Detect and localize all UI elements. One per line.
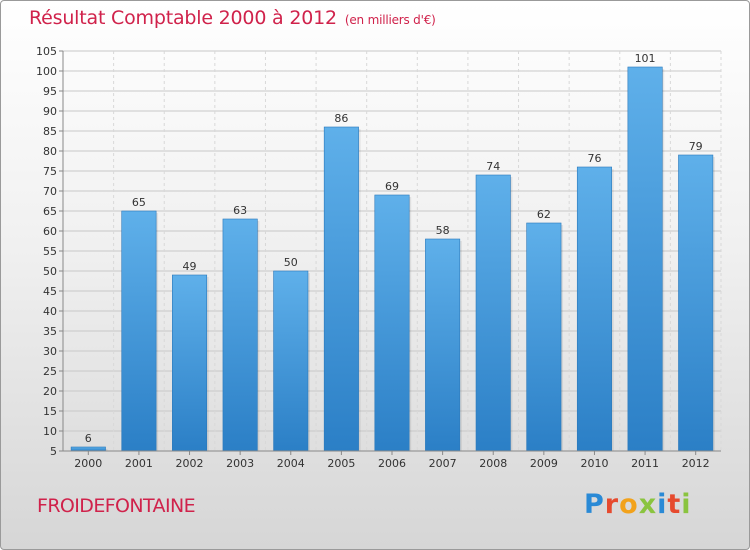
y-tick-label: 45 xyxy=(43,285,57,298)
bar-2009 xyxy=(526,222,562,452)
x-tick-label: 2009 xyxy=(530,457,558,470)
y-tick-label: 70 xyxy=(43,185,57,198)
chart-title-text: Résultat Comptable 2000 à 2012 xyxy=(29,7,337,29)
x-tick-label: 2001 xyxy=(125,457,153,470)
bar-2000 xyxy=(70,446,106,452)
bar-value-label: 74 xyxy=(486,160,500,173)
y-tick-label: 25 xyxy=(43,365,57,378)
y-tick-label: 75 xyxy=(43,165,57,178)
bar-2007 xyxy=(425,238,461,452)
x-tick-label: 2004 xyxy=(277,457,305,470)
bar-value-label: 86 xyxy=(334,112,348,125)
bar-value-label: 76 xyxy=(587,152,601,165)
bar-value-label: 65 xyxy=(132,196,146,209)
x-tick-label: 2012 xyxy=(682,457,710,470)
bar-2008 xyxy=(475,174,511,452)
bar-value-label: 101 xyxy=(635,52,656,65)
y-tick-label: 80 xyxy=(43,145,57,158)
y-tick-label: 90 xyxy=(43,105,57,118)
x-tick-label: 2006 xyxy=(378,457,406,470)
bar-2001 xyxy=(121,210,157,452)
bar-2002 xyxy=(172,274,208,452)
y-tick-label: 85 xyxy=(43,125,57,138)
y-tick-label: 60 xyxy=(43,225,57,238)
bar-2005 xyxy=(323,126,359,452)
y-tick-label: 105 xyxy=(36,45,57,58)
chart-subtitle: (en milliers d'€) xyxy=(344,13,436,27)
y-tick-label: 65 xyxy=(43,205,57,218)
commune-name: FROIDEFONTAINE xyxy=(37,495,196,517)
bar-2010 xyxy=(576,166,612,452)
y-tick-label: 100 xyxy=(36,65,57,78)
bar-value-label: 62 xyxy=(537,208,551,221)
x-tick-label: 2005 xyxy=(327,457,355,470)
bar-value-label: 69 xyxy=(385,180,399,193)
y-tick-label: 15 xyxy=(43,405,57,418)
bar-value-label: 6 xyxy=(85,432,92,445)
x-tick-label: 2003 xyxy=(226,457,254,470)
y-tick-label: 95 xyxy=(43,85,57,98)
bar-value-label: 63 xyxy=(233,204,247,217)
y-tick-label: 50 xyxy=(43,265,57,278)
x-tick-label: 2000 xyxy=(74,457,102,470)
bars: 6 65 49 63 50 86 69 58 74 62 76 101 79 xyxy=(70,52,715,452)
bar-2006 xyxy=(374,194,410,452)
y-tick-label: 55 xyxy=(43,245,57,258)
bar-value-label: 79 xyxy=(689,140,703,153)
x-tick-label: 2002 xyxy=(176,457,204,470)
x-tick-label: 2008 xyxy=(479,457,507,470)
chart-title: Résultat Comptable 2000 à 2012 (en millie… xyxy=(29,7,436,29)
proxiti-logo: Proxiti xyxy=(584,489,692,520)
y-tick-label: 35 xyxy=(43,325,57,338)
y-tick-label: 5 xyxy=(50,445,57,458)
x-tick-label: 2007 xyxy=(429,457,457,470)
y-tick-label: 10 xyxy=(43,425,57,438)
bar-value-label: 49 xyxy=(183,260,197,273)
x-tick-label: 2010 xyxy=(580,457,608,470)
bar-2011 xyxy=(627,66,663,452)
bar-value-label: 58 xyxy=(436,224,450,237)
y-tick-label: 20 xyxy=(43,385,57,398)
x-tick-label: 2011 xyxy=(631,457,659,470)
y-tick-label: 30 xyxy=(43,345,57,358)
y-tick-label: 40 xyxy=(43,305,57,318)
bar-value-label: 50 xyxy=(284,256,298,269)
bar-2003 xyxy=(222,218,258,452)
axes: 5 10 15 20 25 30 35 40 45 50 55 60 65 70 75 80 85 90 95 100… xyxy=(36,45,721,470)
bar-2012 xyxy=(678,154,714,452)
bar-2004 xyxy=(273,270,309,452)
